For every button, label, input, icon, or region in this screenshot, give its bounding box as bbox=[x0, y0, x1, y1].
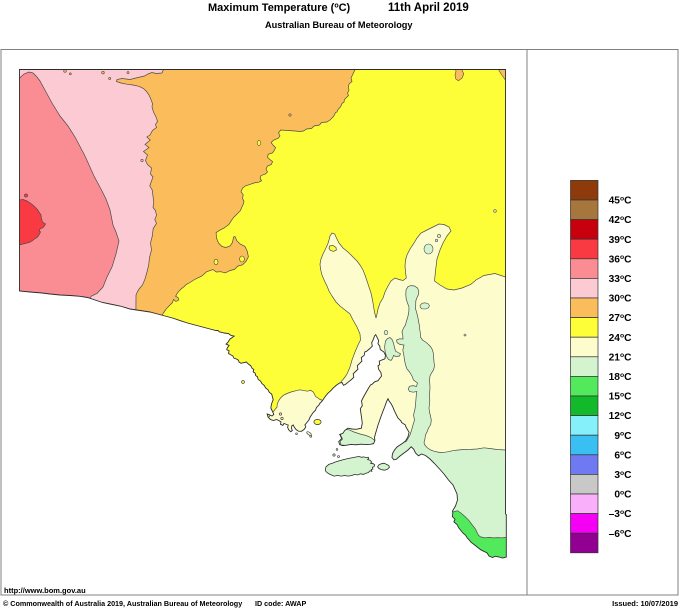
svg-text:21oC: 21oC bbox=[609, 352, 633, 363]
svg-text:–6oC: –6oC bbox=[609, 529, 633, 540]
svg-text:6oC: 6oC bbox=[614, 450, 632, 461]
svg-text:24oC: 24oC bbox=[609, 333, 633, 344]
svg-text:45oC: 45oC bbox=[609, 195, 633, 206]
svg-text:39oC: 39oC bbox=[609, 235, 633, 246]
svg-text:42oC: 42oC bbox=[609, 215, 633, 226]
svg-text:3oC: 3oC bbox=[614, 470, 632, 481]
svg-text:33oC: 33oC bbox=[609, 274, 633, 285]
svg-text:0oC: 0oC bbox=[614, 489, 632, 500]
svg-text:9oC: 9oC bbox=[614, 431, 632, 442]
svg-text:30oC: 30oC bbox=[609, 293, 633, 304]
svg-text:–3oC: –3oC bbox=[609, 509, 633, 520]
svg-text:15oC: 15oC bbox=[609, 391, 633, 402]
svg-text:12oC: 12oC bbox=[609, 411, 633, 422]
svg-text:36oC: 36oC bbox=[609, 254, 633, 265]
svg-text:18oC: 18oC bbox=[609, 372, 633, 383]
svg-text:27oC: 27oC bbox=[609, 313, 633, 324]
